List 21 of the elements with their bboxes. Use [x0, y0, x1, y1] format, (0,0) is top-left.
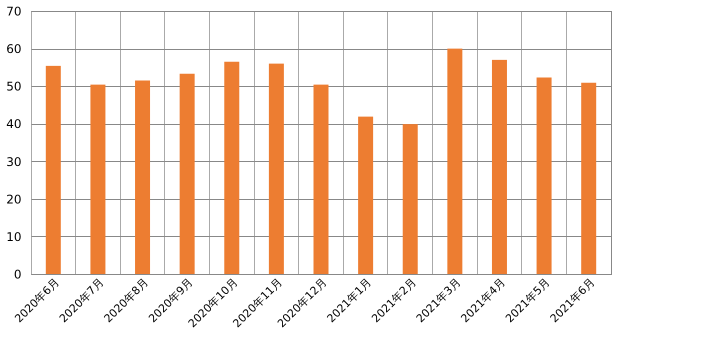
y-tick-label: 0: [14, 268, 22, 282]
bar: [46, 66, 61, 274]
bar: [268, 64, 284, 274]
bar: [492, 60, 507, 274]
y-tick-label: 70: [6, 4, 22, 18]
bar: [90, 84, 106, 274]
y-tick-label: 20: [6, 192, 22, 206]
bar: [135, 80, 150, 274]
y-tick-label: 10: [6, 230, 22, 244]
y-tick-label: 60: [6, 42, 22, 56]
bar: [581, 82, 596, 274]
bar: [224, 62, 240, 274]
bar: [180, 74, 195, 274]
bar: [314, 84, 328, 274]
y-tick-label: 50: [6, 80, 22, 94]
bar: [536, 78, 552, 274]
bar: [447, 48, 462, 274]
bar: [402, 124, 418, 274]
y-tick-label: 40: [6, 117, 22, 132]
y-tick-label: 30: [6, 154, 22, 169]
bar: [358, 116, 374, 274]
